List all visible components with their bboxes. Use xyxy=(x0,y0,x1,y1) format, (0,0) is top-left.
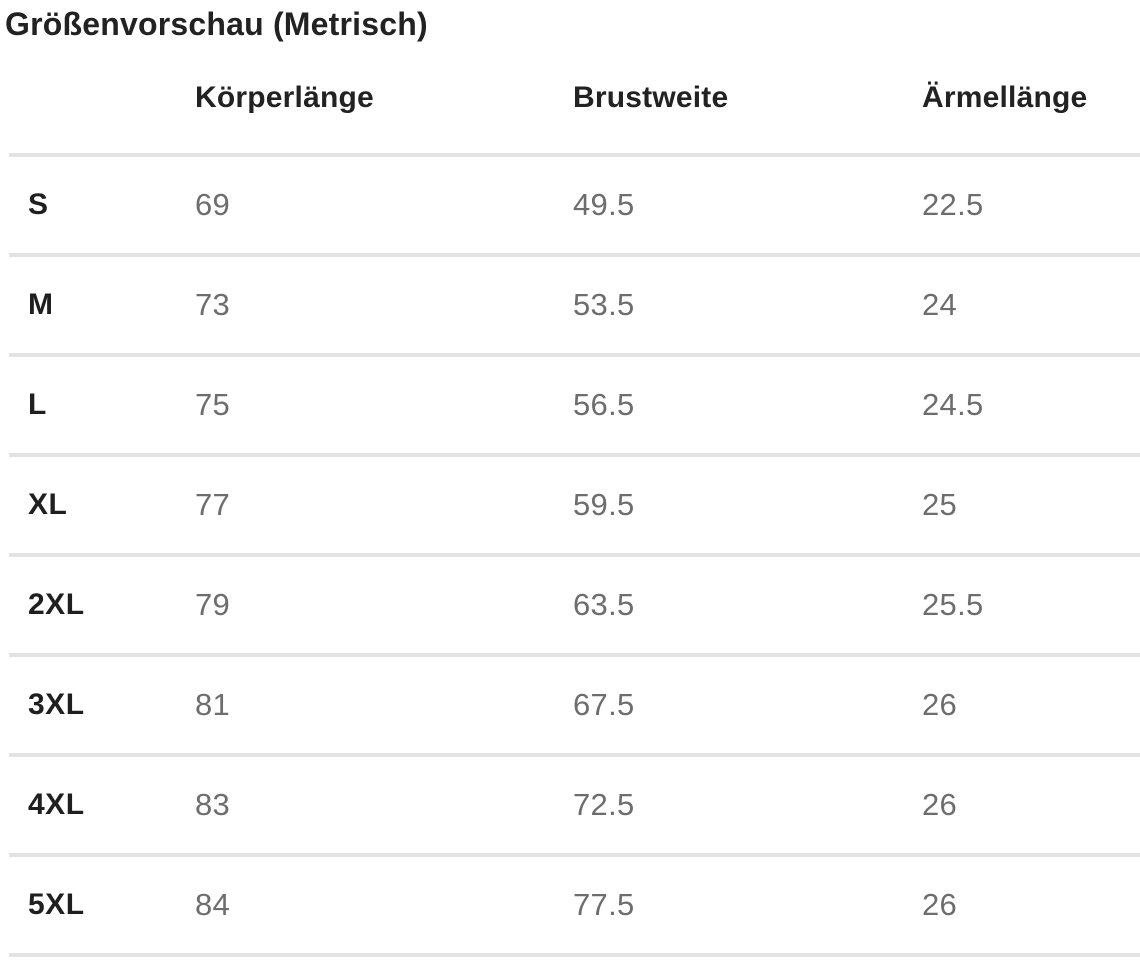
koerperlaenge-value: 81 xyxy=(195,687,231,722)
table-row: L 75 56.5 24.5 xyxy=(0,357,1140,453)
row-divider xyxy=(9,653,1140,657)
brustweite-value: 67.5 xyxy=(573,687,635,722)
page-title: Größenvorschau (Metrisch) xyxy=(5,6,428,42)
koerperlaenge-value: 75 xyxy=(195,387,231,422)
table-row: 2XL 79 63.5 25.5 xyxy=(0,557,1140,653)
size-label: 3XL xyxy=(28,688,85,721)
row-divider xyxy=(9,553,1140,557)
brustweite-value: 49.5 xyxy=(573,187,635,222)
table-row: 5XL 84 77.5 26 xyxy=(0,857,1140,953)
aermellaenge-value: 26 xyxy=(922,787,958,822)
column-header-koerperlaenge: Körperlänge xyxy=(195,80,374,114)
table-row: M 73 53.5 24 xyxy=(0,257,1140,353)
size-label: S xyxy=(28,188,49,221)
size-label: 4XL xyxy=(28,788,85,821)
brustweite-value: 77.5 xyxy=(573,887,635,922)
table-row: 4XL 83 72.5 26 xyxy=(0,757,1140,853)
header-divider xyxy=(9,153,1140,157)
size-label: M xyxy=(28,288,54,321)
size-label: XL xyxy=(28,488,68,521)
koerperlaenge-value: 83 xyxy=(195,787,231,822)
aermellaenge-value: 26 xyxy=(922,887,958,922)
aermellaenge-value: 22.5 xyxy=(922,187,984,222)
aermellaenge-value: 24.5 xyxy=(922,387,984,422)
brustweite-value: 53.5 xyxy=(573,287,635,322)
size-label: 2XL xyxy=(28,588,85,621)
row-divider xyxy=(9,753,1140,757)
table-row: 3XL 81 67.5 26 xyxy=(0,657,1140,753)
column-header-brustweite: Brustweite xyxy=(573,80,729,114)
row-divider xyxy=(9,353,1140,357)
koerperlaenge-value: 73 xyxy=(195,287,231,322)
size-label: 5XL xyxy=(28,888,85,921)
size-label: L xyxy=(28,388,47,421)
koerperlaenge-value: 84 xyxy=(195,887,231,922)
koerperlaenge-value: 77 xyxy=(195,487,231,522)
brustweite-value: 72.5 xyxy=(573,787,635,822)
row-divider xyxy=(9,953,1140,957)
table-row: S 69 49.5 22.5 xyxy=(0,157,1140,253)
brustweite-value: 59.5 xyxy=(573,487,635,522)
brustweite-value: 56.5 xyxy=(573,387,635,422)
aermellaenge-value: 25 xyxy=(922,487,958,522)
brustweite-value: 63.5 xyxy=(573,587,635,622)
row-divider xyxy=(9,453,1140,457)
table-row: XL 77 59.5 25 xyxy=(0,457,1140,553)
aermellaenge-value: 24 xyxy=(922,287,958,322)
row-divider xyxy=(9,253,1140,257)
aermellaenge-value: 25.5 xyxy=(922,587,984,622)
table-header-row: Körperlänge Brustweite Ärmellänge xyxy=(0,42,1140,153)
aermellaenge-value: 26 xyxy=(922,687,958,722)
row-divider xyxy=(9,853,1140,857)
koerperlaenge-value: 79 xyxy=(195,587,231,622)
column-header-aermellaenge: Ärmellänge xyxy=(922,80,1088,114)
koerperlaenge-value: 69 xyxy=(195,187,231,222)
